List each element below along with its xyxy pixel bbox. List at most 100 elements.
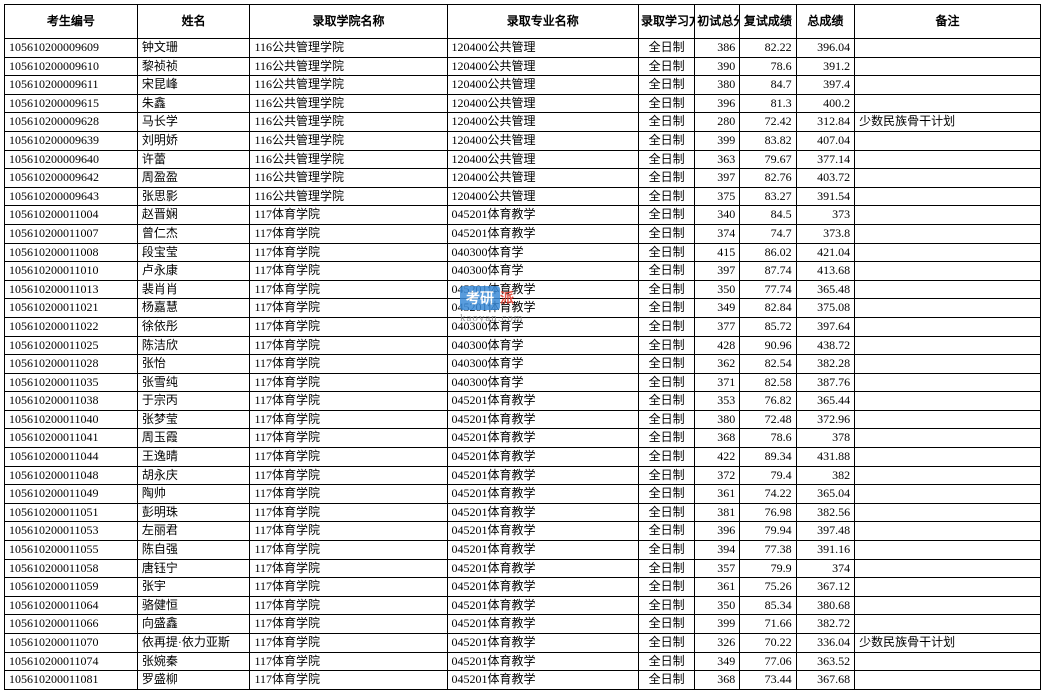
cell-sc3: 396.04 [796, 39, 855, 58]
cell-sc3: 397.64 [796, 317, 855, 336]
table-row: 105610200011081罗盛柳117体育学院045201体育教学全日制36… [5, 671, 1041, 690]
cell-sc3: 387.76 [796, 373, 855, 392]
cell-remark [855, 150, 1041, 169]
cell-name: 于宗丙 [137, 392, 250, 411]
cell-remark: 少数民族骨干计划 [855, 634, 1041, 653]
cell-mode: 全日制 [638, 150, 694, 169]
cell-remark [855, 596, 1041, 615]
cell-mode: 全日制 [638, 317, 694, 336]
cell-college: 117体育学院 [250, 596, 447, 615]
cell-sc1: 353 [695, 392, 740, 411]
cell-sc2: 89.34 [740, 448, 796, 467]
cell-college: 116公共管理学院 [250, 169, 447, 188]
cell-college: 116公共管理学院 [250, 57, 447, 76]
cell-sc1: 375 [695, 187, 740, 206]
cell-sc1: 428 [695, 336, 740, 355]
cell-major: 040300体育学 [447, 373, 638, 392]
col-header-remark: 备注 [855, 5, 1041, 39]
cell-major: 045201体育教学 [447, 392, 638, 411]
cell-name: 周玉霞 [137, 429, 250, 448]
cell-sc2: 74.7 [740, 224, 796, 243]
cell-sc1: 363 [695, 150, 740, 169]
cell-mode: 全日制 [638, 299, 694, 318]
cell-id: 105610200011059 [5, 578, 138, 597]
cell-sc3: 373.8 [796, 224, 855, 243]
cell-remark [855, 262, 1041, 281]
cell-sc2: 78.6 [740, 57, 796, 76]
cell-sc1: 361 [695, 578, 740, 597]
cell-sc2: 87.74 [740, 262, 796, 281]
cell-sc1: 361 [695, 485, 740, 504]
col-header-sc1: 初试总分 [695, 5, 740, 39]
cell-sc2: 77.06 [740, 652, 796, 671]
cell-college: 117体育学院 [250, 206, 447, 225]
cell-mode: 全日制 [638, 224, 694, 243]
cell-id: 105610200009642 [5, 169, 138, 188]
cell-name: 段宝莹 [137, 243, 250, 262]
cell-name: 刘明娇 [137, 131, 250, 150]
cell-remark [855, 466, 1041, 485]
cell-sc3: 391.2 [796, 57, 855, 76]
cell-name: 马长学 [137, 113, 250, 132]
table-row: 105610200011004赵晋娴117体育学院045201体育教学全日制34… [5, 206, 1041, 225]
cell-id: 105610200011035 [5, 373, 138, 392]
cell-name: 向盛鑫 [137, 615, 250, 634]
cell-id: 105610200011040 [5, 410, 138, 429]
cell-sc1: 368 [695, 429, 740, 448]
cell-sc3: 378 [796, 429, 855, 448]
cell-sc1: 371 [695, 373, 740, 392]
cell-sc1: 326 [695, 634, 740, 653]
cell-major: 120400公共管理 [447, 57, 638, 76]
cell-sc3: 421.04 [796, 243, 855, 262]
cell-sc3: 363.52 [796, 652, 855, 671]
cell-major: 040300体育学 [447, 355, 638, 374]
cell-college: 117体育学院 [250, 652, 447, 671]
cell-remark [855, 429, 1041, 448]
cell-college: 117体育学院 [250, 355, 447, 374]
cell-sc2: 82.84 [740, 299, 796, 318]
table-row: 105610200011055陈自强117体育学院045201体育教学全日制39… [5, 541, 1041, 560]
cell-major: 045201体育教学 [447, 522, 638, 541]
cell-id: 105610200011021 [5, 299, 138, 318]
cell-mode: 全日制 [638, 671, 694, 690]
cell-sc2: 76.98 [740, 503, 796, 522]
table-row: 105610200011025陈洁欣117体育学院040300体育学全日制428… [5, 336, 1041, 355]
table-header: 考生编号 姓名 录取学院名称 录取专业名称 录取学习方式 初试总分 复试成绩 总… [5, 5, 1041, 39]
cell-remark [855, 503, 1041, 522]
cell-mode: 全日制 [638, 373, 694, 392]
cell-sc3: 400.2 [796, 94, 855, 113]
cell-name: 裴肖肖 [137, 280, 250, 299]
table-row: 105610200011051彭明珠117体育学院045201体育教学全日制38… [5, 503, 1041, 522]
cell-remark [855, 317, 1041, 336]
table-row: 105610200011058唐钰宁117体育学院045201体育教学全日制35… [5, 559, 1041, 578]
cell-sc3: 367.12 [796, 578, 855, 597]
cell-sc2: 70.22 [740, 634, 796, 653]
cell-sc1: 368 [695, 671, 740, 690]
cell-major: 120400公共管理 [447, 76, 638, 95]
cell-name: 罗盛柳 [137, 671, 250, 690]
cell-name: 王逸晴 [137, 448, 250, 467]
cell-id: 105610200011058 [5, 559, 138, 578]
cell-college: 117体育学院 [250, 299, 447, 318]
cell-sc1: 377 [695, 317, 740, 336]
cell-sc2: 78.6 [740, 429, 796, 448]
table-row: 105610200011049陶帅117体育学院045201体育教学全日制361… [5, 485, 1041, 504]
cell-college: 117体育学院 [250, 280, 447, 299]
cell-sc1: 280 [695, 113, 740, 132]
cell-sc2: 84.5 [740, 206, 796, 225]
cell-college: 117体育学院 [250, 336, 447, 355]
cell-remark [855, 410, 1041, 429]
cell-college: 117体育学院 [250, 224, 447, 243]
cell-name: 陈洁欣 [137, 336, 250, 355]
col-header-mode: 录取学习方式 [638, 5, 694, 39]
cell-college: 117体育学院 [250, 615, 447, 634]
cell-id: 105610200011070 [5, 634, 138, 653]
cell-sc3: 397.4 [796, 76, 855, 95]
cell-sc1: 340 [695, 206, 740, 225]
cell-major: 045201体育教学 [447, 503, 638, 522]
cell-id: 105610200011008 [5, 243, 138, 262]
table-row: 105610200011028张怡117体育学院040300体育学全日制3628… [5, 355, 1041, 374]
cell-sc3: 373 [796, 206, 855, 225]
table-row: 105610200011008段宝莹117体育学院040300体育学全日制415… [5, 243, 1041, 262]
cell-sc3: 438.72 [796, 336, 855, 355]
